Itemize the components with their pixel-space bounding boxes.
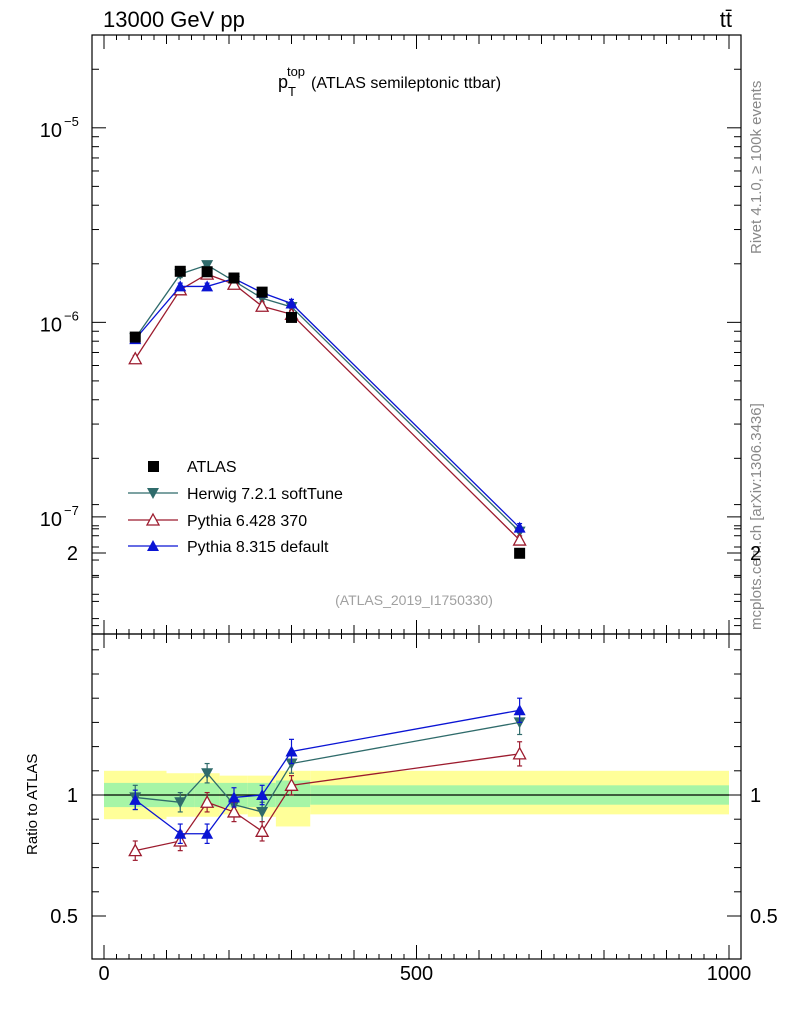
ratio-point-herwig bbox=[201, 768, 214, 780]
main-point-atlas bbox=[514, 547, 526, 559]
legend-label-pythia6: Pythia 6.428 370 bbox=[187, 513, 307, 530]
ratio-ytick-label-right: 1 bbox=[750, 785, 761, 807]
plot-title-sub: T bbox=[288, 84, 296, 99]
plot-title-sup: top bbox=[287, 64, 305, 79]
legend-item-pythia6: Pythia 6.428 370 bbox=[128, 512, 307, 530]
ratio-point-pythia6 bbox=[284, 777, 299, 791]
ratio-ylabel: Ratio to ATLAS bbox=[24, 754, 41, 855]
legend-item-herwig: Herwig 7.2.1 softTune bbox=[128, 486, 343, 503]
ratio-ytick-label-left: 0.5 bbox=[50, 906, 78, 928]
ratio-point-pythia8 bbox=[256, 789, 269, 800]
legend-marker-atlas bbox=[148, 461, 159, 472]
rivet-label: Rivet 4.1.0, ≥ 100k events bbox=[748, 81, 765, 254]
main-point-pythia6 bbox=[255, 298, 270, 312]
main-point-pythia8 bbox=[201, 280, 214, 292]
process-label: tt̄ bbox=[720, 7, 732, 32]
ratio-xtick-label: 500 bbox=[400, 963, 433, 985]
ratio-point-pythia8 bbox=[129, 793, 142, 805]
ratio-ytick-label-left: 1 bbox=[67, 785, 78, 807]
ratio-point-pythia6 bbox=[512, 746, 527, 760]
main-series-group bbox=[128, 260, 527, 559]
legend-item-pythia8: Pythia 8.315 default bbox=[128, 539, 329, 556]
ratio-series-group bbox=[128, 697, 527, 861]
ratio-point-pythia8 bbox=[174, 827, 187, 839]
legend-label-pythia8: Pythia 8.315 default bbox=[187, 539, 329, 556]
legend-marker-pythia6 bbox=[145, 512, 161, 526]
main-point-atlas bbox=[256, 286, 268, 298]
ratio-point-pythia6 bbox=[226, 804, 242, 818]
main-point-pythia8 bbox=[285, 297, 298, 309]
mcplots-label: mcplots.cern.ch [arXiv:1306.3436] bbox=[748, 403, 765, 630]
ratio-point-pythia6 bbox=[255, 823, 270, 837]
plot-title-main: p bbox=[278, 72, 288, 92]
main-point-atlas bbox=[286, 311, 297, 323]
legend-label-herwig: Herwig 7.2.1 softTune bbox=[187, 486, 343, 503]
plot-title: pTtop (ATLAS semileptonic ttbar) bbox=[278, 64, 501, 99]
ratio-ytick-label-right: 0.5 bbox=[750, 906, 778, 928]
main-ytick-label: 10 bbox=[40, 120, 62, 142]
legend-item-atlas: ATLAS bbox=[148, 459, 237, 476]
main-point-pythia8 bbox=[513, 521, 526, 533]
ratio-xtick-label: 0 bbox=[98, 963, 109, 985]
ratio-ytick-label-left: 2 bbox=[67, 543, 78, 565]
main-series-pythia6 bbox=[128, 266, 527, 546]
main-point-atlas bbox=[129, 331, 141, 343]
legend: ATLAS Herwig 7.2.1 softTune Pythia 6.428… bbox=[128, 459, 343, 556]
plot-title-rest: (ATLAS semileptonic ttbar) bbox=[311, 75, 501, 92]
main-ytick-label: 10 bbox=[40, 509, 62, 531]
ratio-point-pythia6 bbox=[128, 843, 143, 857]
main-point-herwig bbox=[201, 260, 214, 272]
main-point-pythia6 bbox=[226, 276, 242, 290]
ratio-ytick-label-right: 2 bbox=[750, 543, 761, 565]
main-series-atlas bbox=[129, 265, 526, 559]
legend-marker-pythia8 bbox=[147, 540, 159, 551]
legend-label-atlas: ATLAS bbox=[187, 459, 237, 476]
analysis-id-label: (ATLAS_2019_I1750330) bbox=[335, 592, 493, 608]
energy-label: 13000 GeV pp bbox=[103, 7, 245, 32]
ratio-point-pythia6 bbox=[200, 794, 215, 808]
ratio-point-pythia8 bbox=[228, 791, 240, 803]
ratio-point-pythia8 bbox=[285, 745, 298, 757]
ratio-series-pythia8 bbox=[129, 697, 526, 845]
ratio-point-herwig bbox=[256, 806, 269, 818]
main-point-pythia8 bbox=[174, 280, 187, 292]
main-point-atlas bbox=[228, 272, 240, 284]
main-point-atlas bbox=[174, 265, 186, 277]
ratio-xtick-label: 1000 bbox=[707, 963, 752, 985]
ratio-point-pythia8 bbox=[513, 704, 526, 716]
main-point-atlas bbox=[201, 266, 213, 278]
main-ytick-exponent: −6 bbox=[64, 308, 79, 323]
ratio-point-herwig bbox=[174, 797, 187, 809]
main-ytick-exponent: −7 bbox=[64, 503, 79, 518]
main-point-pythia6 bbox=[128, 351, 143, 365]
ratio-uncertainty-bands bbox=[104, 770, 729, 827]
main-ytick-exponent: −5 bbox=[64, 114, 79, 129]
main-ytick-label: 10 bbox=[40, 314, 62, 336]
legend-marker-herwig bbox=[147, 488, 159, 499]
ratio-point-pythia8 bbox=[201, 827, 214, 839]
main-point-pythia6 bbox=[512, 532, 527, 546]
